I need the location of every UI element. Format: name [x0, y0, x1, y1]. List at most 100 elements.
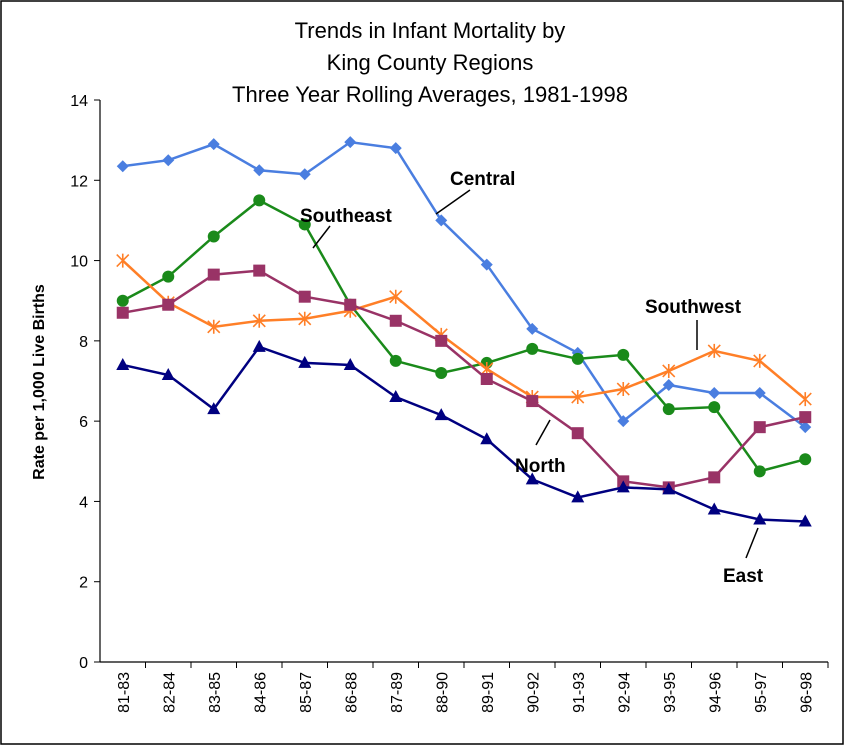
x-tick-label: 85-87 — [298, 672, 315, 713]
marker — [298, 290, 311, 303]
chart-title: Trends in Infant Mortality by — [295, 18, 566, 43]
marker — [116, 160, 129, 173]
label-pointer — [435, 189, 471, 215]
series-label: Central — [450, 169, 515, 190]
marker — [617, 415, 630, 428]
x-tick-label: 81-83 — [116, 672, 133, 713]
marker — [253, 194, 266, 207]
marker — [662, 379, 675, 392]
marker — [571, 352, 584, 365]
marker — [298, 355, 312, 368]
marker — [162, 154, 175, 167]
y-tick-label: 10 — [70, 254, 88, 271]
marker — [526, 395, 539, 408]
marker — [253, 164, 266, 177]
marker — [707, 502, 721, 515]
marker — [435, 366, 448, 379]
y-tick-label: 8 — [79, 334, 88, 351]
marker — [298, 168, 311, 181]
x-tick-label: 90-92 — [525, 672, 542, 713]
marker — [207, 319, 221, 334]
series-line — [122, 140, 806, 429]
marker — [662, 363, 676, 378]
marker — [480, 258, 493, 271]
marker — [389, 289, 403, 304]
series-label: North — [515, 456, 566, 477]
marker — [753, 512, 767, 525]
x-tick-label: 87-89 — [389, 672, 406, 713]
x-tick-label: 84-86 — [252, 672, 269, 713]
marker — [343, 357, 357, 370]
label-pointer — [312, 225, 331, 249]
chart-title: King County Regions — [327, 50, 534, 75]
marker — [753, 421, 766, 434]
x-tick-label: 83-85 — [207, 672, 224, 713]
label-pointer — [745, 527, 759, 559]
x-tick-label: 88-90 — [434, 672, 451, 713]
series-label: Southwest — [645, 297, 742, 318]
marker — [571, 427, 584, 440]
marker — [708, 471, 721, 484]
x-tick-label: 82-84 — [161, 672, 178, 713]
marker — [389, 354, 402, 367]
x-tick-label: 92-94 — [616, 672, 633, 713]
marker — [207, 402, 221, 415]
marker — [480, 432, 494, 445]
marker — [707, 343, 721, 358]
marker — [662, 482, 676, 495]
y-tick-label: 4 — [79, 494, 88, 511]
y-tick-label: 2 — [79, 575, 88, 592]
marker — [753, 465, 766, 478]
marker — [798, 514, 812, 527]
marker — [252, 339, 266, 352]
series-line — [122, 269, 806, 489]
marker — [571, 490, 585, 503]
x-tick-label: 86-88 — [343, 672, 360, 713]
y-tick-label: 14 — [70, 93, 88, 110]
marker — [434, 408, 448, 421]
marker — [617, 348, 630, 361]
marker — [252, 313, 266, 328]
marker — [207, 230, 220, 243]
marker — [708, 387, 721, 400]
marker — [753, 353, 767, 368]
y-axis-label: Rate per 1,000 Live Births — [31, 284, 48, 480]
marker — [753, 387, 766, 400]
series-label: East — [723, 566, 764, 587]
marker — [116, 357, 130, 370]
marker — [435, 334, 448, 347]
series-line — [121, 259, 807, 401]
series-line — [122, 198, 806, 473]
marker — [571, 390, 585, 405]
marker — [526, 322, 539, 335]
marker — [708, 401, 721, 414]
x-tick-label: 93-95 — [662, 672, 679, 713]
marker — [161, 367, 175, 380]
marker — [253, 264, 266, 277]
marker — [616, 382, 630, 397]
marker — [480, 372, 493, 385]
marker — [207, 138, 220, 151]
marker — [162, 270, 175, 283]
marker — [116, 294, 129, 307]
marker — [389, 314, 402, 327]
marker — [526, 342, 539, 355]
marker — [116, 253, 130, 268]
y-tick-label: 12 — [70, 173, 88, 190]
marker — [162, 298, 175, 311]
x-tick-label: 94-96 — [707, 672, 724, 713]
series-label: Southeast — [300, 206, 393, 227]
x-tick-label: 89-91 — [480, 672, 497, 713]
marker — [662, 403, 675, 416]
marker — [116, 306, 129, 319]
x-tick-label: 91-93 — [571, 672, 588, 713]
marker — [616, 480, 630, 493]
marker — [344, 298, 357, 311]
marker — [389, 390, 403, 403]
marker — [344, 136, 357, 149]
marker — [435, 214, 448, 227]
marker — [799, 411, 812, 424]
marker — [298, 311, 312, 326]
